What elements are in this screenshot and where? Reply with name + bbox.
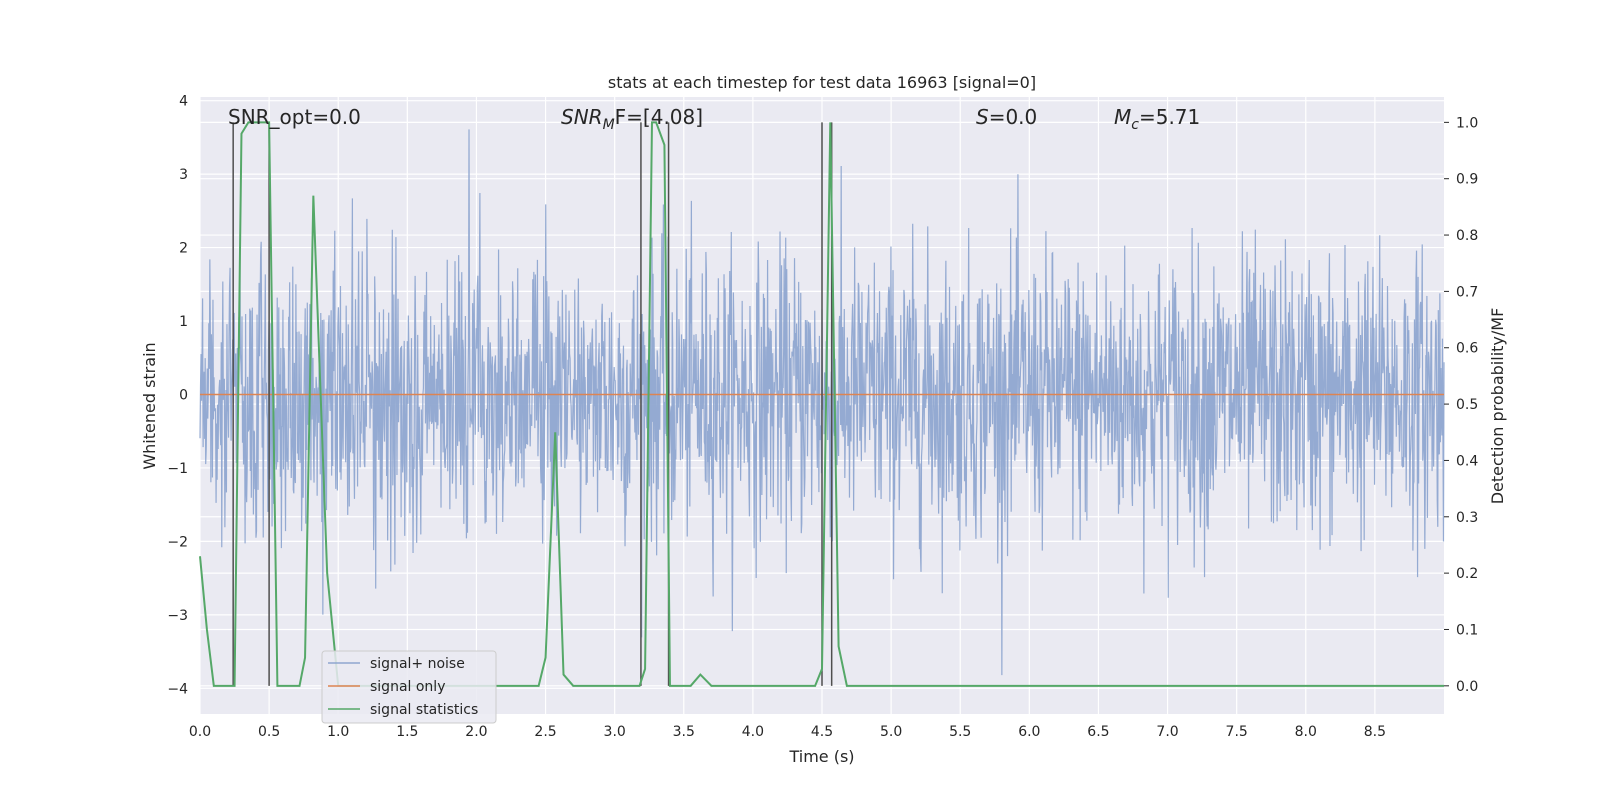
legend-label-signal-statistics: signal statistics xyxy=(370,702,478,718)
annotation-snr-opt: SNR_opt=0.0 xyxy=(228,105,361,129)
y-tick-label: −2 xyxy=(167,534,188,550)
signal-statistics-line xyxy=(199,121,1444,687)
y-right-tick-label: 0.1 xyxy=(1456,622,1478,638)
y-right-tick-label: 0.9 xyxy=(1456,172,1478,188)
y-axis-right-label: Detection probability/MF xyxy=(1488,308,1507,505)
x-tick-label: 1.0 xyxy=(327,724,349,740)
y-right-tick-label: 0.7 xyxy=(1456,284,1478,300)
x-tick-label: 8.0 xyxy=(1295,724,1317,740)
y-tick-label: 3 xyxy=(179,167,188,183)
x-tick-label: 2.5 xyxy=(534,724,556,740)
y-right-tick-label: 0.8 xyxy=(1456,228,1478,244)
y-right-tick-label: 0.3 xyxy=(1456,510,1478,526)
x-tick-label: 0.5 xyxy=(258,724,280,740)
y-tick-label: −3 xyxy=(167,608,188,624)
y-right-tick-label: 1.0 xyxy=(1456,115,1478,131)
ticks: 0.0 0.5 1.0 1.5 2.0 2.5 3.0 3.5 4.0 4.5 5.0 5.5 6.0 6… xyxy=(167,94,1478,740)
y-tick-label: 4 xyxy=(179,94,188,110)
series-signal-statistics xyxy=(199,121,1444,687)
y-right-tick-label: 0.2 xyxy=(1456,566,1478,582)
x-tick-label: 2.0 xyxy=(465,724,487,740)
x-tick-label: 1.5 xyxy=(396,724,418,740)
legend-label-signal-only: signal only xyxy=(370,679,445,695)
y-right-tick-label: 0.5 xyxy=(1456,397,1478,413)
x-tick-label: 6.5 xyxy=(1087,724,1109,740)
x-tick-label: 4.5 xyxy=(811,724,833,740)
x-tick-label: 8.5 xyxy=(1364,724,1386,740)
x-tick-label: 3.0 xyxy=(604,724,626,740)
x-tick-label: 5.5 xyxy=(949,724,971,740)
legend: signal+ noise signal only signal statist… xyxy=(321,650,497,724)
y-tick-label: 0 xyxy=(179,387,188,403)
y-tick-label: 1 xyxy=(179,314,188,330)
x-tick-label: 5.0 xyxy=(880,724,902,740)
y-right-tick-label: 0.6 xyxy=(1456,341,1478,357)
x-tick-label: 7.5 xyxy=(1226,724,1248,740)
y-right-tick-label: 0.4 xyxy=(1456,453,1478,469)
chart-title: stats at each timestep for test data 169… xyxy=(608,73,1036,92)
y-tick-label: 2 xyxy=(179,241,188,257)
legend-box xyxy=(321,650,497,724)
y-axis-label: Whitened strain xyxy=(140,342,159,469)
x-axis-label: Time (s) xyxy=(788,747,854,766)
x-tick-label: 6.0 xyxy=(1018,724,1040,740)
annotation-mc: Mc=5.71 xyxy=(1114,105,1200,133)
y-right-tick-label: 0.0 xyxy=(1456,679,1478,695)
y-tick-label: −1 xyxy=(167,461,188,477)
x-tick-label: 4.0 xyxy=(742,724,764,740)
y-tick-label: −4 xyxy=(167,681,188,697)
x-tick-label: 3.5 xyxy=(673,724,695,740)
annotation-snr-mf: SNRMF=[4.08] xyxy=(561,105,703,133)
annotation-s: S=0.0 xyxy=(976,105,1037,129)
x-tick-label: 7.0 xyxy=(1156,724,1178,740)
legend-label-signal-noise: signal+ noise xyxy=(370,656,465,672)
x-tick-label: 0.0 xyxy=(189,724,211,740)
